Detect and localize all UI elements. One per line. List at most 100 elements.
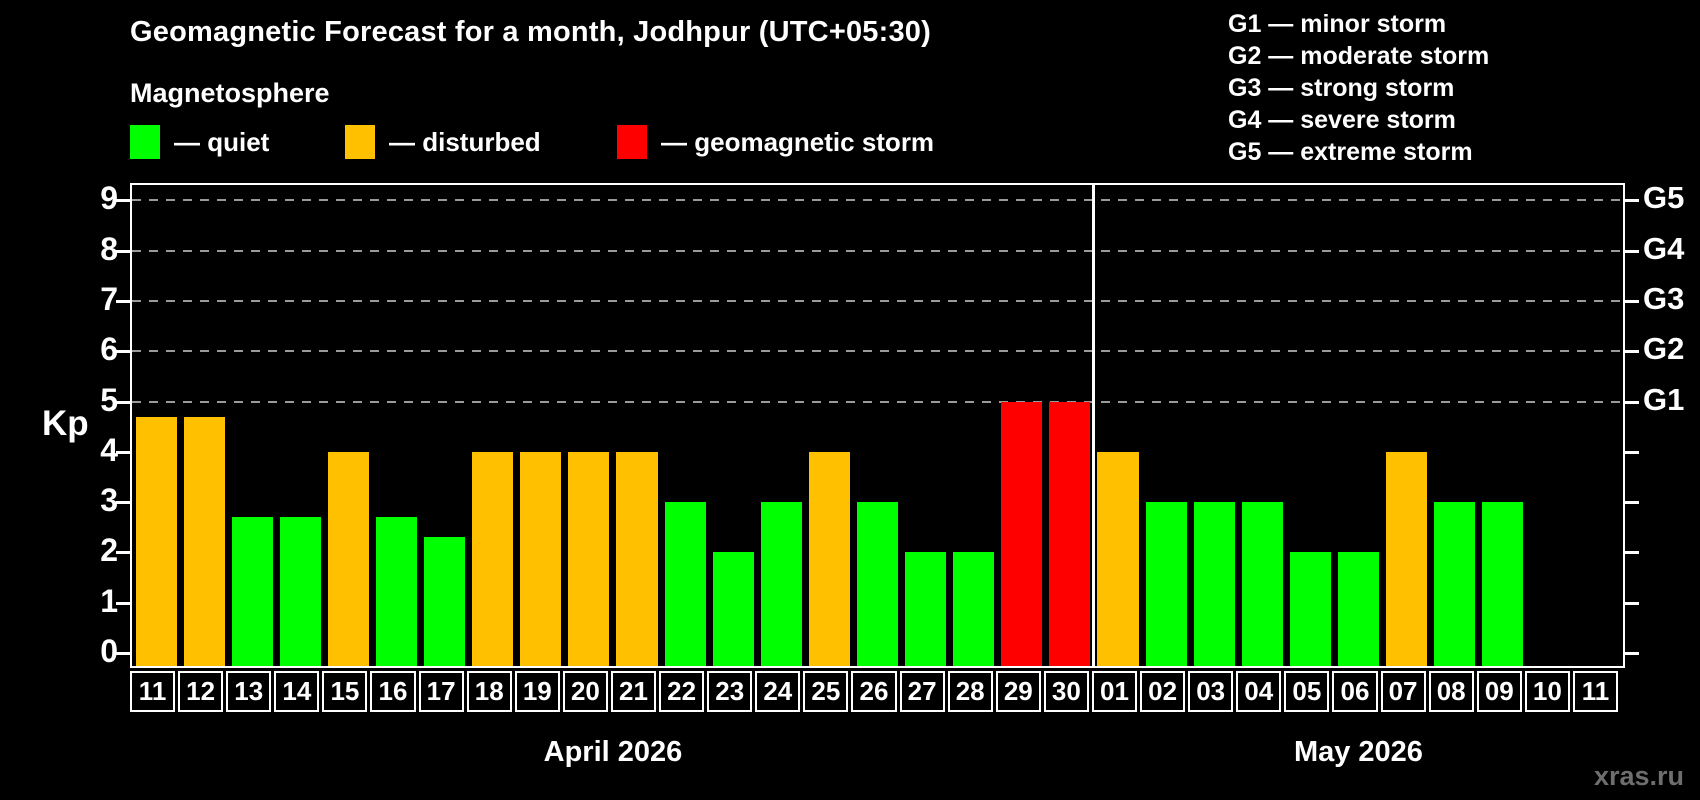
y-tick-label-9: 9 <box>100 180 118 217</box>
g-axis-label-G3: G3 <box>1643 280 1685 316</box>
left-tick-kp0 <box>116 652 130 655</box>
g-scale-line-3: G3 — strong storm <box>1228 74 1455 102</box>
date-label-25: 25 <box>803 671 849 712</box>
right-tick-kp6 <box>1625 350 1639 354</box>
kp-bar-may-02 <box>1145 502 1187 666</box>
left-tick-kp5 <box>116 400 130 404</box>
magnetosphere-subtitle: Magnetosphere <box>130 78 330 108</box>
left-tick-kp2 <box>116 551 130 555</box>
kp-bar-april-28 <box>953 552 995 666</box>
gridline-kp7 <box>132 299 1623 302</box>
gridline-kp5 <box>132 400 1623 403</box>
date-axis: 11 12 13 14 15 16 17 18 19 20 21 22 23 24 25 26 27 28 29 30… <box>130 671 1625 712</box>
kp-bar-may-06 <box>1337 552 1379 666</box>
g-axis-label-G5: G5 <box>1643 180 1685 216</box>
legend-label-storm: — geomagnetic storm <box>661 126 935 157</box>
kp-bar-chart <box>116 183 1639 668</box>
g-scale-line-1: G1 — minor storm <box>1228 10 1447 38</box>
left-tick-kp7 <box>116 299 130 303</box>
date-label-09: 09 <box>1476 671 1522 712</box>
date-label-14: 14 <box>274 671 320 712</box>
watermark: xras.ru <box>1593 761 1684 791</box>
kp-bar-april-27 <box>905 552 947 666</box>
date-label-18: 18 <box>466 671 512 712</box>
g-scale-legend: G1 — minor storm G2 — moderate storm G3 — … <box>1228 8 1489 168</box>
y-axis-title: Kp <box>42 404 89 443</box>
gridline-kp8 <box>132 249 1623 252</box>
gridline-kp9 <box>132 199 1623 202</box>
kp-bar-may-09 <box>1482 502 1524 666</box>
kp-bar-may-07 <box>1386 451 1428 666</box>
y-tick-label-7: 7 <box>100 280 118 317</box>
kp-bar-april-16 <box>375 517 418 666</box>
date-label-11: 11 <box>130 671 176 712</box>
y-tick-label-4: 4 <box>100 431 118 468</box>
g-axis-label-G2: G2 <box>1643 331 1685 367</box>
right-tick-kp1 <box>1625 601 1639 605</box>
kp-bar-april-23 <box>712 552 754 666</box>
g-scale-line-5: G5 — extreme storm <box>1228 138 1473 166</box>
g-scale-line-2: G2 — moderate storm <box>1228 42 1490 70</box>
kp-bar-april-19 <box>520 451 562 666</box>
y-tick-label-5: 5 <box>100 381 118 418</box>
left-tick-kp6 <box>116 350 130 354</box>
left-tick-kp9 <box>116 199 130 203</box>
kp-bar-april-25 <box>808 451 850 666</box>
kp-bar-april-12 <box>183 416 225 666</box>
date-label-05: 05 <box>1284 671 1330 712</box>
kp-bar-april-17 <box>424 537 466 666</box>
kp-bar-april-20 <box>568 451 610 666</box>
left-tick-kp1 <box>116 601 130 605</box>
right-tick-kp5 <box>1625 400 1639 404</box>
kp-bar-april-21 <box>616 451 658 666</box>
kp-bar-may-05 <box>1289 552 1331 666</box>
y-tick-label-1: 1 <box>100 582 118 619</box>
disturbed-color-swatch <box>345 125 375 159</box>
month-label-may: May 2026 <box>1293 736 1423 768</box>
date-label-13: 13 <box>226 671 272 712</box>
month-divider <box>1092 185 1096 666</box>
date-label-10: 10 <box>1524 671 1570 712</box>
storm-color-swatch <box>617 125 647 159</box>
right-tick-kp4 <box>1625 450 1639 454</box>
date-label-08: 08 <box>1428 671 1474 712</box>
date-label-01: 01 <box>1091 671 1138 712</box>
date-label-22: 22 <box>659 671 705 712</box>
legend-item-quiet: — quiet <box>130 122 269 162</box>
date-label-16: 16 <box>370 671 416 712</box>
left-tick-kp3 <box>116 501 130 505</box>
y-tick-label-8: 8 <box>100 230 118 267</box>
date-label-03: 03 <box>1188 671 1234 712</box>
right-tick-kp7 <box>1625 299 1639 303</box>
kp-bar-april-13 <box>231 517 273 666</box>
date-label-12: 12 <box>178 671 224 712</box>
date-label-19: 19 <box>514 671 560 712</box>
date-label-06: 06 <box>1332 671 1378 712</box>
gridline-kp6 <box>132 350 1623 353</box>
kp-bar-april-29 <box>1001 401 1043 666</box>
kp-bar-april-11 <box>135 416 177 666</box>
date-label-24: 24 <box>755 671 801 712</box>
g-scale-line-4: G4 — severe storm <box>1228 106 1456 134</box>
date-label-17: 17 <box>418 671 464 712</box>
date-label-21: 21 <box>610 671 657 712</box>
date-label-26: 26 <box>851 671 897 712</box>
y-tick-label-0: 0 <box>100 633 118 669</box>
kp-bar-april-22 <box>664 502 706 666</box>
date-label-20: 20 <box>562 671 608 712</box>
kp-bar-april-15 <box>327 451 369 666</box>
left-tick-kp4 <box>116 450 130 454</box>
page-title: Geomagnetic Forecast for a month, Jodhpu… <box>130 16 931 48</box>
legend-label-quiet: — quiet <box>174 126 270 157</box>
right-tick-kp8 <box>1625 249 1639 253</box>
date-label-30: 30 <box>1043 671 1089 712</box>
date-label-15: 15 <box>322 671 368 712</box>
right-tick-kp2 <box>1625 551 1639 555</box>
date-label-23: 23 <box>707 671 753 712</box>
kp-bar-april-26 <box>856 502 899 666</box>
date-label-02: 02 <box>1140 671 1186 712</box>
legend-item-disturbed: — disturbed <box>345 122 541 162</box>
date-label-07: 07 <box>1380 671 1426 712</box>
kp-bar-april-14 <box>279 517 321 666</box>
